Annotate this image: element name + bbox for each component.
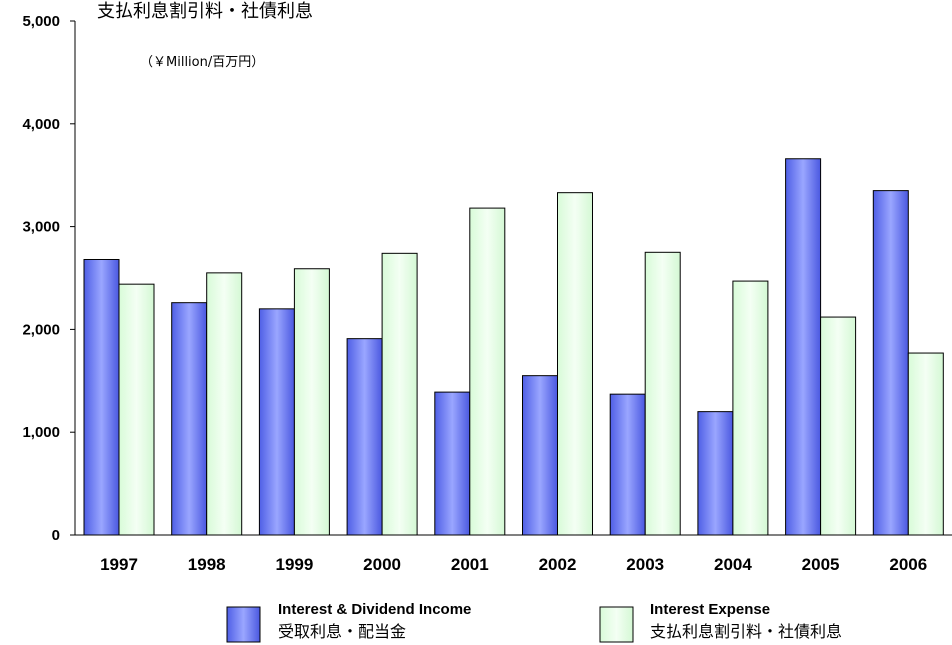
y-tick-label: 4,000: [22, 116, 60, 133]
chart-title: 支払利息割引料・社債利息: [97, 1, 313, 22]
y-tick-label: 0: [52, 527, 60, 544]
x-axis-labels: 1997 1998 1999 2000 2001 2002 2003 2004 2005 2006: [100, 555, 927, 574]
x-tick-label: 2001: [451, 555, 489, 574]
x-tick-label: 2002: [539, 555, 577, 574]
y-tick-label: 5,000: [22, 13, 60, 30]
bar-expense-2003: [644, 251, 681, 536]
bar-expense-2000: [381, 252, 418, 536]
bar-expense-1997: [118, 283, 155, 536]
legend-label-expense: Interest Expense: [650, 601, 770, 618]
legend-label-income: Interest & Dividend Income: [278, 601, 471, 618]
x-tick-label: 2004: [714, 555, 752, 574]
bar-expense-1998: [206, 272, 243, 536]
x-tick-label: 2003: [626, 555, 664, 574]
bar-income-2000: [346, 338, 383, 536]
bar-income-1998: [171, 302, 208, 536]
bar-expense-2001: [469, 207, 506, 536]
bar-expense-2002: [557, 192, 593, 536]
bar-income-2005: [785, 158, 822, 536]
x-tick-label: 2006: [889, 555, 927, 574]
x-tick-label: 2005: [802, 555, 840, 574]
x-tick-label: 1997: [100, 555, 138, 574]
bar-income-2002: [522, 375, 558, 536]
bar-income-2006: [872, 190, 909, 536]
y-tick-label: 2,000: [22, 321, 60, 338]
legend-label-expense-jp: 支払利息割引料・社債利息: [650, 622, 842, 641]
bar-income-1999: [258, 308, 295, 536]
bar-expense-2005: [820, 316, 857, 536]
bar-income-2004: [697, 411, 734, 536]
bar-income-2001: [434, 391, 471, 536]
bar-income-2003: [609, 393, 646, 536]
x-tick-label: 1998: [188, 555, 226, 574]
legend-swatch-expense: [599, 606, 634, 643]
legend-swatch-income: [226, 606, 261, 643]
unit-label: （￥Million/百万円）: [140, 55, 264, 70]
y-tick-label: 3,000: [22, 219, 60, 236]
bars: [83, 158, 944, 536]
bar-expense-2004: [732, 280, 769, 536]
legend-label-income-jp: 受取利息・配当金: [278, 622, 406, 641]
x-tick-label: 1999: [275, 555, 313, 574]
bar-expense-1999: [293, 268, 330, 536]
x-tick-label: 2000: [363, 555, 401, 574]
y-axis-ticks: 0 1,000 2,000 3,000 4,000 5,000: [22, 13, 75, 544]
bar-income-1997: [83, 258, 120, 536]
y-tick-label: 1,000: [22, 424, 60, 441]
bar-expense-2006: [907, 352, 944, 536]
legend: Interest & Dividend Income 受取利息・配当金 Inte…: [226, 601, 842, 643]
